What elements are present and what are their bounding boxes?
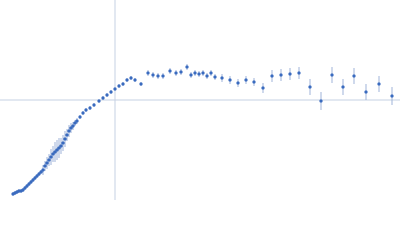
point — [65, 133, 69, 137]
point — [185, 65, 189, 69]
point — [55, 148, 59, 152]
point — [75, 119, 79, 123]
point — [84, 108, 88, 112]
point — [341, 85, 345, 89]
point — [205, 74, 209, 78]
point — [288, 72, 292, 76]
point — [390, 94, 394, 98]
point — [31, 178, 35, 182]
point — [297, 71, 301, 75]
point — [189, 73, 193, 77]
point — [73, 121, 77, 125]
point — [61, 141, 65, 145]
point — [23, 186, 27, 190]
point — [151, 73, 155, 77]
point — [236, 81, 240, 85]
point — [92, 103, 96, 107]
point — [63, 137, 67, 141]
point — [319, 99, 323, 103]
point — [330, 73, 334, 77]
point — [43, 164, 47, 168]
point — [129, 76, 133, 80]
point — [27, 182, 31, 186]
point — [174, 71, 178, 75]
point — [51, 152, 55, 156]
point — [125, 78, 129, 82]
point — [25, 184, 29, 188]
point — [37, 172, 41, 176]
point — [168, 69, 172, 73]
point — [57, 146, 61, 150]
point — [197, 72, 201, 76]
point — [161, 74, 165, 78]
point — [220, 76, 224, 80]
point — [39, 170, 43, 174]
point — [81, 111, 85, 115]
point — [270, 74, 274, 78]
point — [29, 180, 33, 184]
point — [69, 126, 73, 130]
point — [101, 96, 105, 100]
point — [213, 75, 217, 79]
point — [308, 85, 312, 89]
point — [33, 176, 37, 180]
point — [228, 78, 232, 82]
point — [41, 168, 45, 172]
point — [193, 71, 197, 75]
point — [364, 90, 368, 94]
point — [244, 78, 248, 82]
point — [201, 71, 205, 75]
point — [156, 74, 160, 78]
point — [117, 84, 121, 88]
point — [67, 129, 71, 133]
point — [179, 70, 183, 74]
point — [47, 158, 51, 162]
point — [133, 78, 137, 82]
point — [71, 124, 75, 128]
point — [97, 99, 101, 103]
point — [59, 144, 63, 148]
point — [35, 174, 39, 178]
point — [88, 106, 92, 110]
point — [121, 82, 125, 86]
point — [352, 74, 356, 78]
point — [49, 155, 53, 159]
point — [252, 80, 256, 84]
point — [146, 71, 150, 75]
point — [45, 161, 49, 165]
point — [109, 90, 113, 94]
point — [279, 73, 283, 77]
point — [21, 188, 25, 192]
point — [139, 82, 143, 86]
point — [261, 86, 265, 90]
point — [377, 82, 381, 86]
point — [209, 71, 213, 75]
point — [53, 150, 57, 154]
point — [113, 87, 117, 91]
point — [78, 115, 82, 119]
chart — [0, 0, 400, 200]
point — [105, 93, 109, 97]
